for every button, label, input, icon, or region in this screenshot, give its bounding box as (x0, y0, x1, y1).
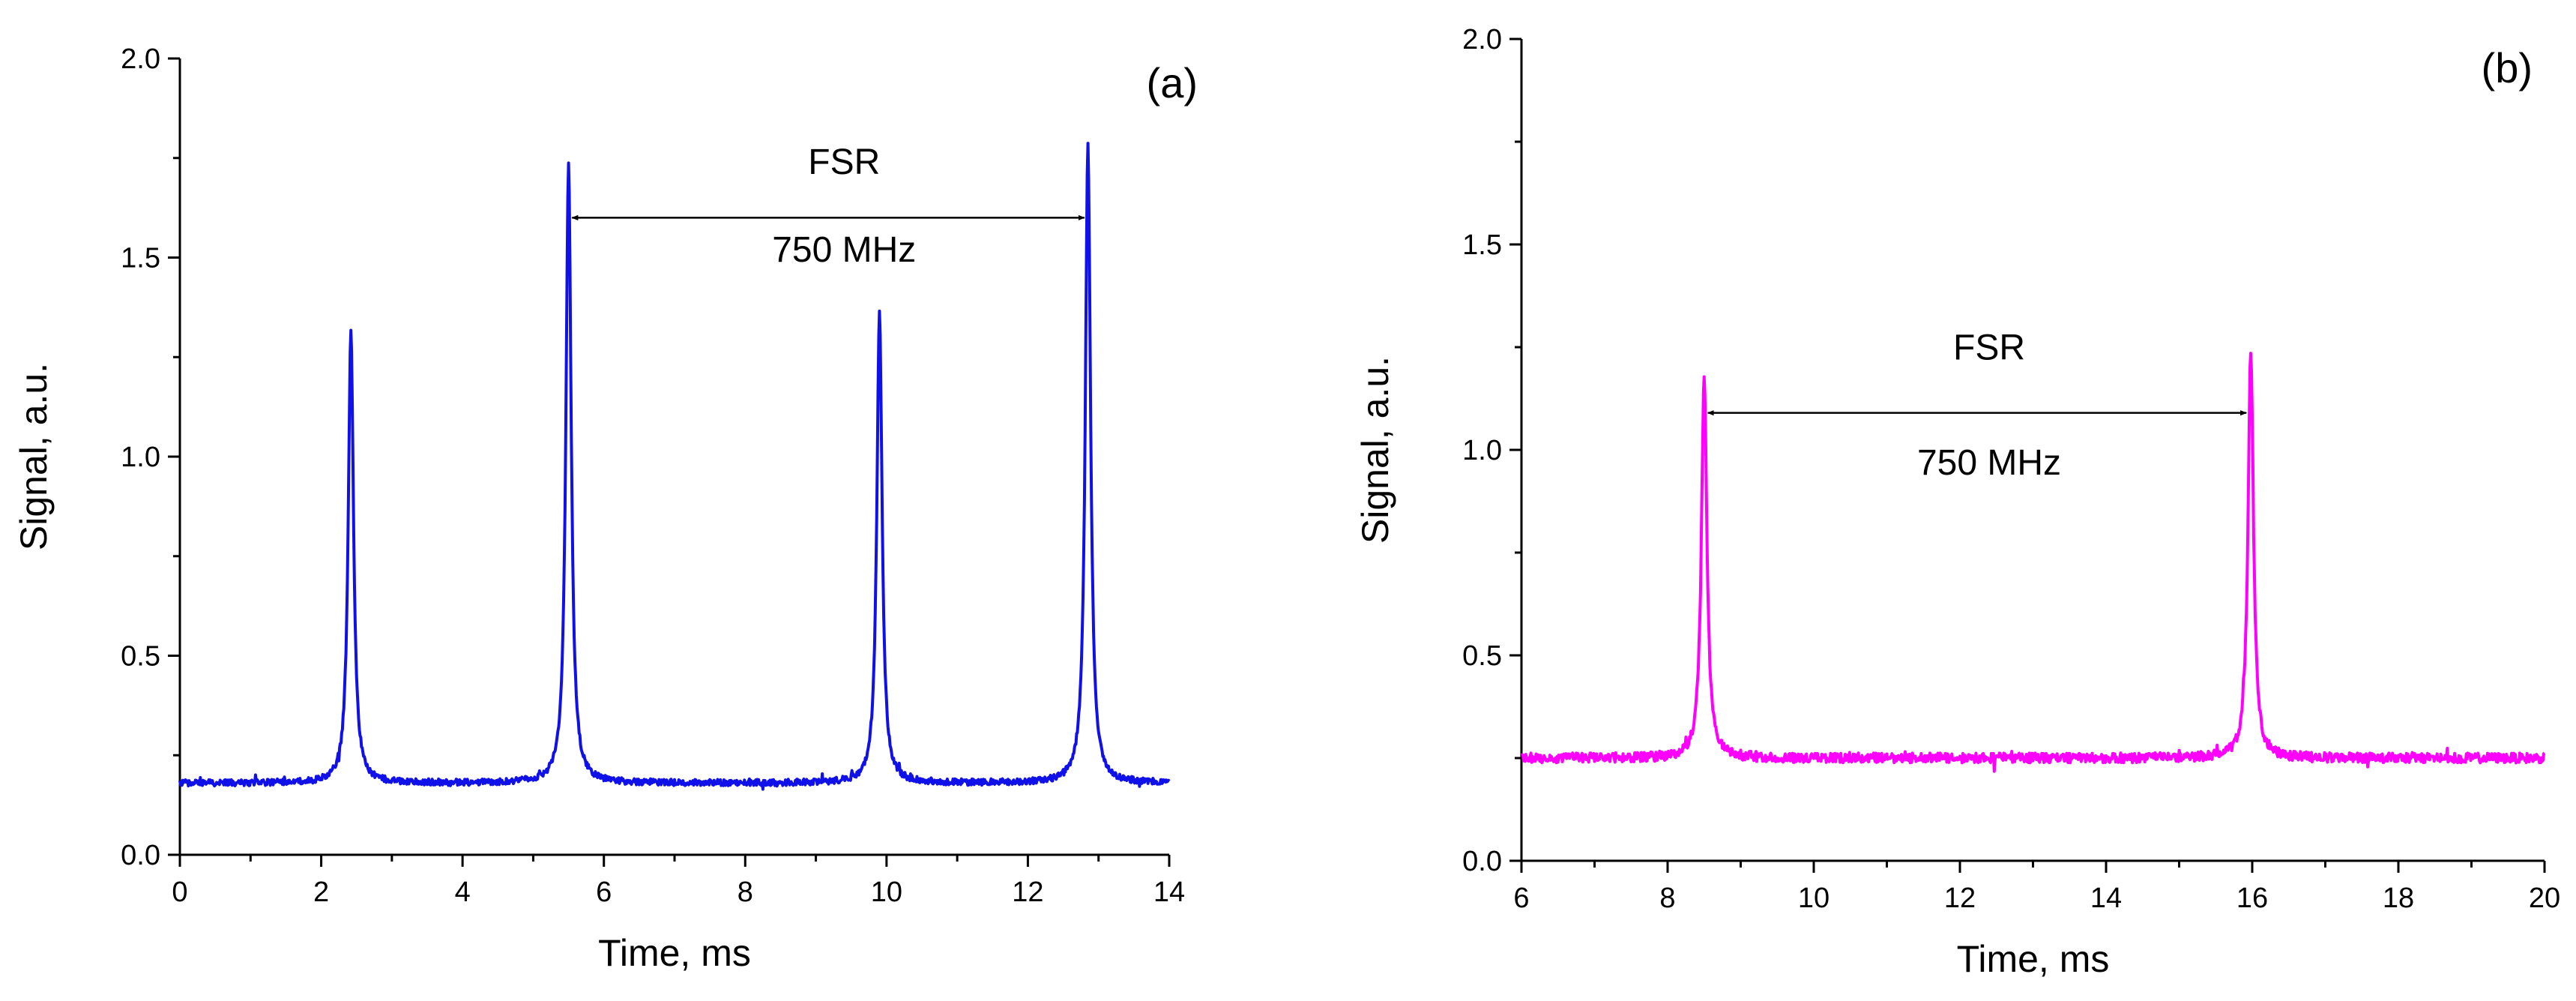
x-tick-label: 18 (2383, 883, 2414, 914)
x-tick-label: 14 (1153, 877, 1185, 908)
x-tick-label: 8 (1659, 883, 1675, 914)
x-tick-label: 12 (1944, 883, 1976, 914)
x-tick-label: 14 (2090, 883, 2122, 914)
x-tick-label: 2 (313, 877, 329, 908)
y-tick-label: 1.5 (1462, 229, 1502, 261)
x-tick-label: 8 (737, 877, 753, 908)
x-tick-label: 6 (596, 877, 612, 908)
x-tick-label: 4 (455, 877, 471, 908)
y-tick-label: 2.0 (121, 43, 160, 75)
y-tick-label: 0.0 (121, 840, 160, 871)
series-line (1520, 352, 2546, 773)
annotation-group: FSR 750 MHz (1707, 328, 2248, 483)
x-tick-label: 10 (871, 877, 902, 908)
x-tick-label: 10 (1798, 883, 1830, 914)
x-tick-label: 20 (2529, 883, 2560, 914)
annotation-group: FSR 750 MHz (571, 142, 1085, 270)
x-tick-label: 12 (1012, 877, 1043, 908)
y-tick-label: 1.0 (1462, 435, 1502, 466)
y-tick-label: 0.0 (1462, 846, 1502, 877)
panel-label: (b) (2482, 44, 2533, 91)
tick-group: 0 2 4 6 8 10 12 14 0.0 0.5 1.0 1.5 2.0 (121, 43, 1185, 908)
chart-panel-b: 6 8 10 12 14 16 18 20 0.0 0.5 1.0 1.5 2.0 FSR 750 MH… (1354, 24, 2560, 980)
frequency-label: 750 MHz (772, 230, 916, 270)
x-axis-title: Time, ms (1957, 938, 2110, 980)
y-tick-label: 0.5 (121, 641, 160, 673)
y-axis-title: Signal, a.u. (13, 363, 55, 550)
y-tick-label: 0.5 (1462, 640, 1502, 672)
panel-label: (a) (1147, 59, 1198, 106)
x-tick-label: 0 (172, 877, 187, 908)
y-tick-label: 1.5 (121, 243, 160, 274)
x-axis-title: Time, ms (598, 932, 751, 974)
plot-area (178, 142, 1171, 791)
fsr-label: FSR (808, 142, 880, 182)
y-axis-title: Signal, a.u. (1354, 356, 1396, 544)
tick-group: 6 8 10 12 14 16 18 20 0.0 0.5 1.0 1.5 2.0 (1462, 24, 2560, 914)
x-tick-label: 6 (1513, 883, 1529, 914)
frequency-label: 750 MHz (1917, 443, 2061, 483)
y-tick-label: 1.0 (121, 442, 160, 473)
chart-panel-a: 0 2 4 6 8 10 12 14 0.0 0.5 1.0 1.5 2.0 FSR 750 MHz (… (13, 43, 1198, 974)
x-tick-label: 16 (2236, 883, 2268, 914)
plot-area (1520, 352, 2546, 773)
series-line (178, 142, 1171, 791)
fsr-label: FSR (1953, 328, 2025, 367)
axes-a (178, 58, 1169, 856)
y-tick-label: 2.0 (1462, 24, 1502, 55)
